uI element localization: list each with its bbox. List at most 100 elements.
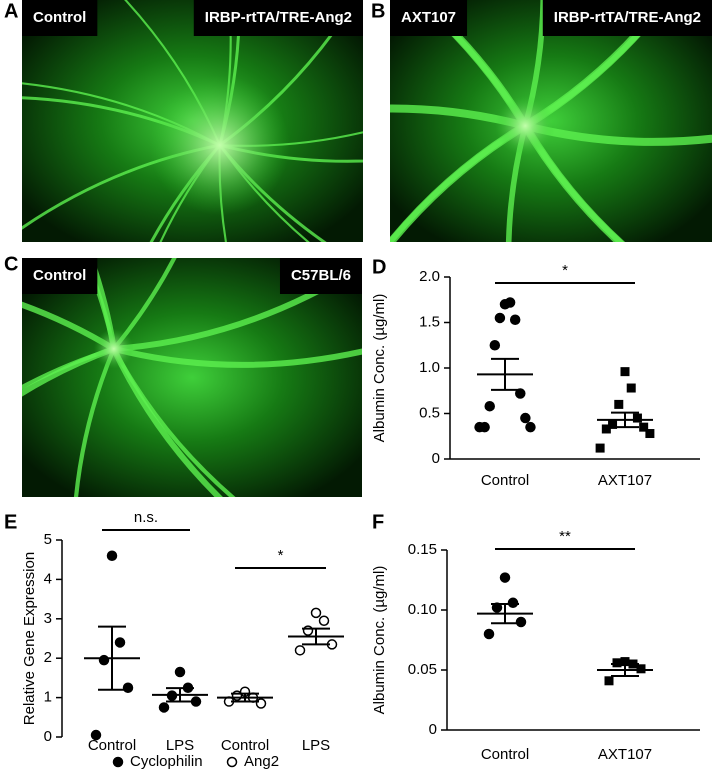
data-point [515,388,526,399]
label-box [193,0,363,36]
image-label: AXT107 [401,9,456,26]
data-point [158,702,170,713]
vessel [390,104,530,130]
data-point [174,666,186,678]
vessel [111,258,177,351]
image-label: Control [33,267,86,284]
data-point [106,550,118,562]
y-axis-label: Albumin Conc. (µg/ml) [371,294,388,443]
vessel [390,123,529,242]
legend-label: Cyclophilin [130,753,203,770]
significance-label: * [562,262,568,279]
y-tick-label: 4 [44,570,52,587]
panel-letter: F [372,511,384,533]
significance-label: ** [559,528,571,545]
y-tick-label: 0 [44,728,52,745]
data-point [499,572,511,583]
data-point [639,422,649,432]
x-tick-label: Control [88,737,136,754]
data-point [601,424,611,434]
vessel [87,258,117,352]
data-point [484,400,495,412]
data-point [620,657,630,667]
y-tick-label: 2 [44,649,52,666]
image-label: IRBP-rtTA/TRE-Ang2 [554,9,701,26]
data-point [632,413,642,423]
label-box [390,0,468,36]
label-box [22,0,98,36]
data-point [114,637,126,648]
optic-disc [149,75,290,216]
data-point [302,625,314,636]
y-tick-label: 5 [44,531,52,548]
legend-marker [226,756,238,768]
y-tick-label: 0.10 [408,601,437,618]
data-point [604,676,614,686]
y-tick-label: 1.5 [419,313,440,330]
y-tick-label: 3 [44,610,52,627]
x-tick-label: Control [481,472,529,489]
y-tick-label: 0 [432,450,440,467]
data-point [507,597,519,609]
error-bar [166,687,194,703]
vessel [22,301,117,352]
error-bar [98,625,126,691]
data-point [525,421,536,433]
y-axis-label: Relative Gene Expression [21,552,38,725]
data-point [636,664,646,674]
image-panel [390,0,712,242]
y-axis-label: Albumin Conc. (µg/ml) [371,566,388,715]
optic-disc [495,95,556,156]
data-point [494,312,506,324]
data-point [612,658,622,668]
error-bar [611,411,639,429]
y-tick-label: 0.5 [419,404,440,421]
vessel [522,0,671,129]
vessel [73,346,116,497]
data-point [474,421,485,433]
optic-disc [93,328,134,369]
data-point [489,340,501,351]
label-box [542,0,712,36]
data-point [231,690,243,701]
y-tick-label: 0 [429,721,437,738]
vessel [22,346,116,390]
data-point [122,682,134,693]
x-tick-label: LPS [302,737,330,754]
data-point [614,399,624,409]
x-tick-label: LPS [166,737,194,754]
data-point [509,314,521,326]
panel-letter: C [4,253,18,275]
y-tick-label: 1.0 [419,359,440,376]
significance-label: n.s. [134,509,158,526]
image-panel [22,0,363,242]
panel-letter: D [372,256,386,278]
error-bar [611,663,639,677]
data-point [90,729,102,741]
legend-marker [112,756,124,768]
legend-label: Ang2 [244,753,279,770]
image-label: IRBP-rtTA/TRE-Ang2 [205,9,352,26]
data-point [310,607,322,619]
data-point [645,429,655,439]
vessel [521,121,712,146]
data-point [520,412,531,424]
data-point [98,654,110,666]
y-tick-label: 2.0 [419,268,440,285]
error-bar [231,692,259,703]
data-point [515,616,527,628]
x-tick-label: Control [221,737,269,754]
y-tick-label: 1 [44,689,52,706]
vessel [505,123,529,242]
vessel [110,345,362,368]
label-box [279,258,362,294]
x-tick-label: Control [481,746,529,763]
vessel [110,345,223,497]
data-point [318,615,330,627]
data-point [595,443,605,453]
data-point [504,297,516,308]
panel-letter: E [4,511,17,533]
vessel [522,0,546,129]
data-point [294,645,306,656]
